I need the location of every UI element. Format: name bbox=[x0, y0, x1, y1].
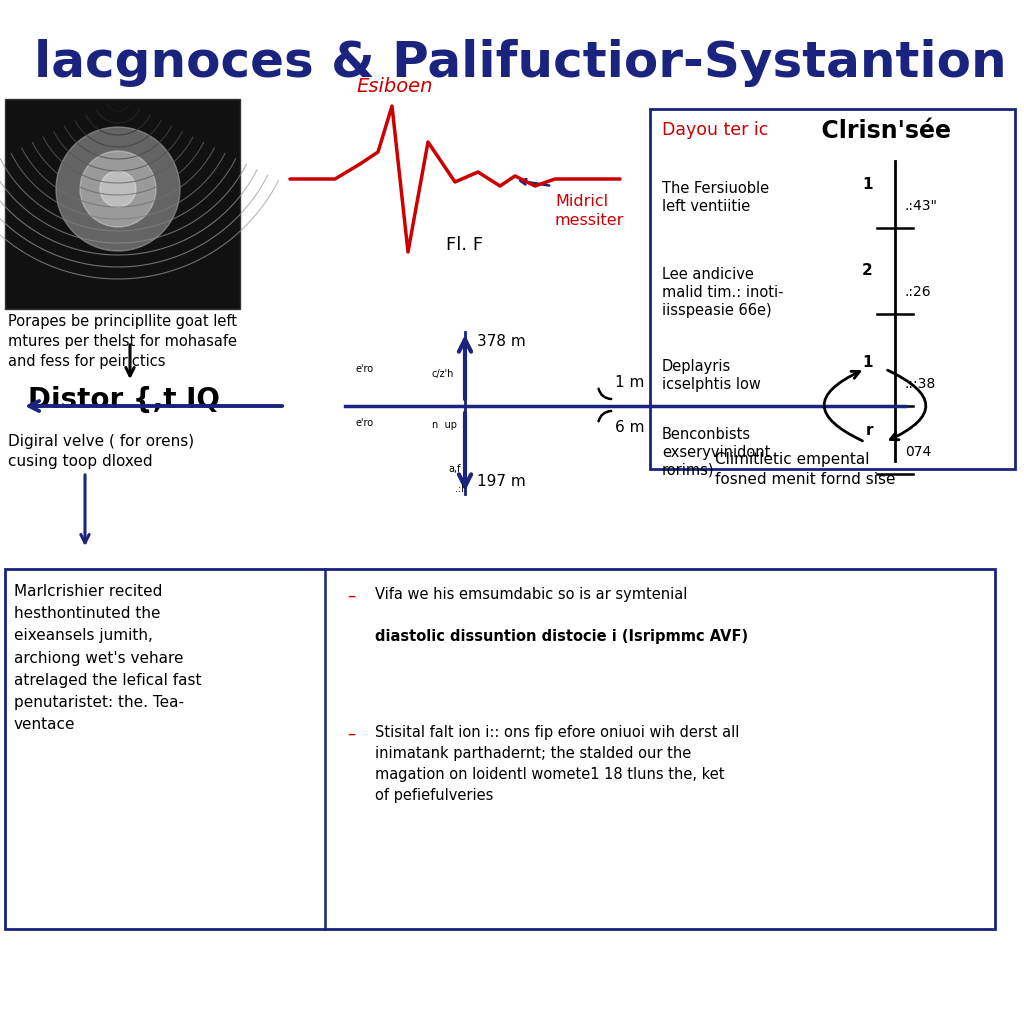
Text: 1: 1 bbox=[862, 177, 873, 193]
Text: .::38: .::38 bbox=[905, 377, 936, 391]
Text: .:43": .:43" bbox=[905, 199, 938, 213]
FancyBboxPatch shape bbox=[650, 109, 1015, 469]
Text: .:26: .:26 bbox=[905, 285, 932, 299]
Text: lacgnoces & Palifuctior-Systantion: lacgnoces & Palifuctior-Systantion bbox=[34, 39, 1007, 87]
Text: e'ro: e'ro bbox=[355, 364, 373, 374]
Text: 1 m: 1 m bbox=[615, 375, 644, 390]
Text: 197 m: 197 m bbox=[477, 474, 525, 489]
Text: 6 m: 6 m bbox=[615, 420, 644, 435]
Text: Fl. F: Fl. F bbox=[446, 236, 483, 254]
Text: Digiral velve ( for orens)
cusing toop dloxed: Digiral velve ( for orens) cusing toop d… bbox=[8, 434, 195, 469]
Text: 074: 074 bbox=[905, 445, 931, 459]
Text: Clrisn'sée: Clrisn'sée bbox=[805, 119, 951, 143]
Text: r: r bbox=[865, 423, 873, 438]
Text: Benconbists
exseryvinidont
rorims): Benconbists exseryvinidont rorims) bbox=[662, 427, 770, 478]
Text: n  up: n up bbox=[432, 420, 457, 430]
Text: Vifa we his emsumdabic so is ar symtenial: Vifa we his emsumdabic so is ar symtenia… bbox=[375, 587, 687, 602]
FancyBboxPatch shape bbox=[5, 569, 995, 929]
Text: c/z'h: c/z'h bbox=[432, 369, 455, 379]
Text: e'ro: e'ro bbox=[355, 418, 373, 428]
FancyBboxPatch shape bbox=[5, 99, 240, 309]
Text: a,f: a,f bbox=[449, 464, 461, 474]
Text: –: – bbox=[347, 725, 355, 743]
Text: Porapes be principllite goat left
mtures per thelst for mohasafe
and fess for pe: Porapes be principllite goat left mtures… bbox=[8, 314, 237, 369]
Text: Deplayris
icselphtis low: Deplayris icselphtis low bbox=[662, 359, 761, 392]
Text: diastolic dissuntion distocie i (Isripmmc AVF): diastolic dissuntion distocie i (Isripmm… bbox=[375, 629, 749, 644]
Circle shape bbox=[80, 151, 156, 227]
Text: 1: 1 bbox=[862, 355, 873, 370]
Text: Dayou ter ic: Dayou ter ic bbox=[662, 121, 768, 139]
Text: Stisital falt ion i:: ons fip efore oniuoi wih derst all
inimatank parthadernt; : Stisital falt ion i:: ons fip efore oniu… bbox=[375, 725, 739, 803]
Text: .:l.: .:l. bbox=[455, 484, 467, 494]
Text: –: – bbox=[347, 587, 355, 605]
Circle shape bbox=[56, 127, 180, 251]
Text: Lee andicive
malid tim.: inoti-
iisspeasie 66e): Lee andicive malid tim.: inoti- iisspeas… bbox=[662, 267, 783, 318]
Circle shape bbox=[100, 171, 136, 207]
Text: The Fersiuoble
left ventiitie: The Fersiuoble left ventiitie bbox=[662, 181, 769, 214]
Text: 378 m: 378 m bbox=[477, 335, 525, 349]
Text: Climitletic empental
fosned menit fornd sise: Climitletic empental fosned menit fornd … bbox=[715, 452, 896, 486]
Text: Distor {,t IQ: Distor {,t IQ bbox=[28, 386, 220, 414]
Text: Midricl
messiter: Midricl messiter bbox=[555, 194, 625, 227]
Text: Marlcrishier recited
hesthontinuted the
eixeansels jumith,
archiong wet's vehare: Marlcrishier recited hesthontinuted the … bbox=[14, 584, 202, 732]
Text: Esiboen: Esiboen bbox=[356, 77, 433, 96]
Text: 2: 2 bbox=[862, 263, 873, 278]
